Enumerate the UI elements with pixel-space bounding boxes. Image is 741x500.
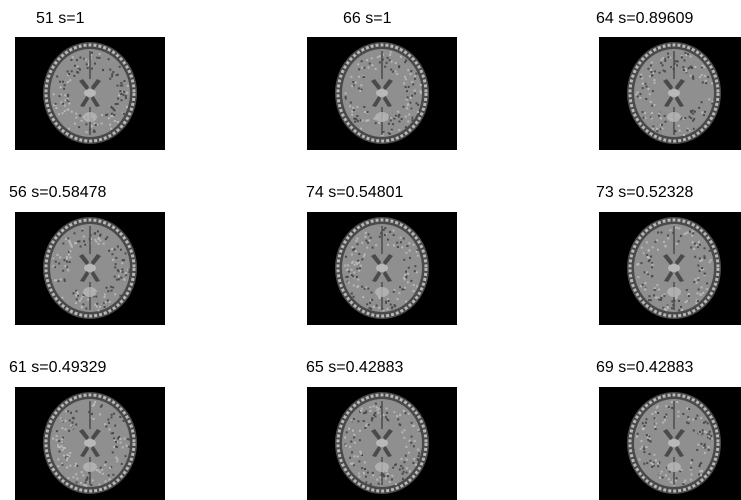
brain-mri-slice-icon: [599, 387, 741, 500]
slice-caption: 65 s=0.42883: [306, 359, 404, 376]
brain-mri-slice-icon: [15, 37, 165, 150]
brain-mri-slice-icon: [15, 387, 165, 500]
brain-mri-slice-icon: [307, 37, 457, 150]
slice-caption: 56 s=0.58478: [9, 184, 107, 201]
brain-mri-slice-icon: [15, 212, 165, 325]
brain-mri-slice-icon: [307, 387, 457, 500]
slice-caption: 51 s=1: [36, 10, 85, 27]
slice-caption: 61 s=0.49329: [9, 359, 107, 376]
brain-mri-slice-icon: [599, 37, 741, 150]
brain-mri-slice-icon: [307, 212, 457, 325]
slice-caption: 73 s=0.52328: [596, 184, 694, 201]
slice-caption: 69 s=0.42883: [596, 359, 694, 376]
slice-caption: 66 s=1: [343, 10, 392, 27]
brain-mri-slice-icon: [599, 212, 741, 325]
slice-caption: 64 s=0.89609: [596, 10, 694, 27]
slice-caption: 74 s=0.54801: [306, 184, 404, 201]
